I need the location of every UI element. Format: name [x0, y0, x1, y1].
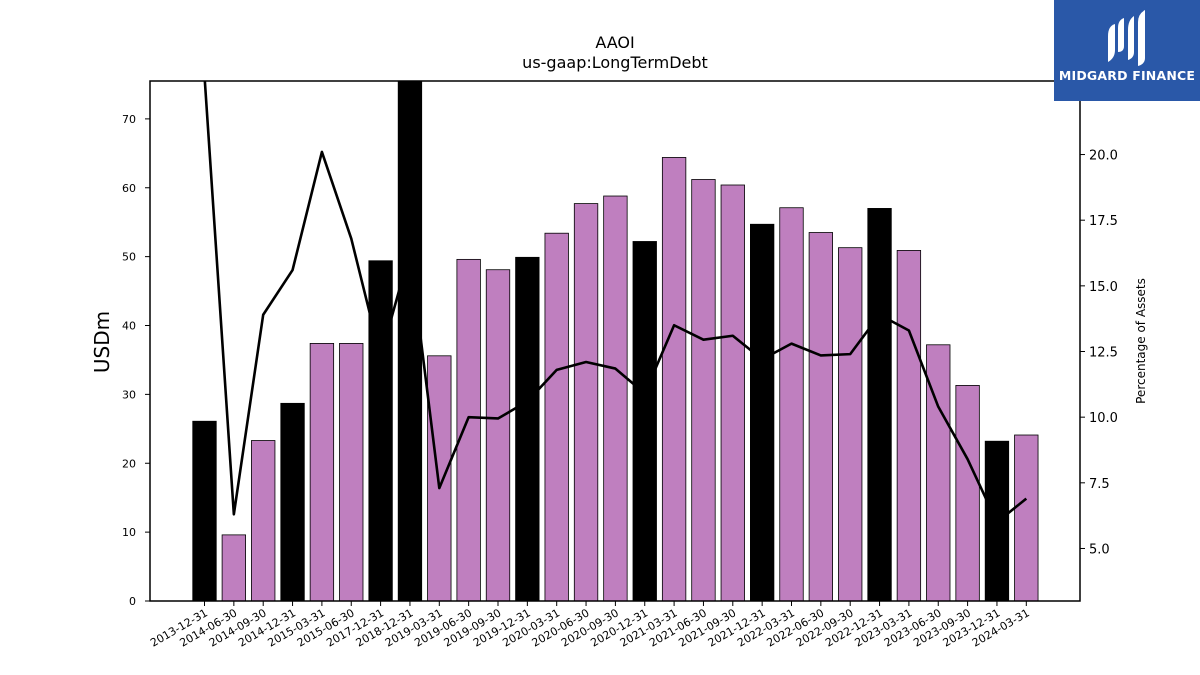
- bar-2020-06-30: [573, 203, 599, 602]
- bar-2020-03-31: [544, 232, 569, 602]
- bar-2019-12-31: [515, 256, 540, 602]
- y-tick-label: 70: [122, 113, 136, 126]
- bar-2018-12-31: [397, 80, 423, 602]
- bar-2019-06-30: [456, 258, 481, 602]
- y-tick-label: 10: [122, 526, 136, 539]
- logo-text: MIDGARD FINANCE: [1058, 68, 1196, 83]
- bar-2022-03-31: [779, 207, 804, 602]
- y2-tick-label: 15.0: [1089, 280, 1118, 295]
- midgard-logo-icon: [1108, 10, 1145, 66]
- bar-2020-12-31: [632, 241, 657, 602]
- y2-tick-label: 17.5: [1089, 214, 1118, 229]
- bar-2023-09-30: [955, 385, 980, 602]
- bar-2014-12-31: [280, 402, 305, 602]
- bar-2020-09-30: [603, 195, 628, 602]
- bar-2022-12-31: [867, 208, 892, 602]
- y-tick-label: 30: [122, 388, 136, 401]
- y2-tick-label: 10.0: [1089, 411, 1118, 426]
- bar-2021-12-31: [750, 223, 775, 602]
- bar-2024-03-31: [1014, 434, 1039, 602]
- bar-2021-09-30: [720, 184, 745, 602]
- bar-2015-03-31: [309, 343, 335, 602]
- chart-subtitle: us-gaap:LongTermDebt: [522, 53, 708, 72]
- y-tick-label: 50: [122, 251, 136, 264]
- y2-tick-label: 12.5: [1089, 346, 1118, 361]
- y2-tick-label: 7.5: [1089, 477, 1110, 492]
- y-tick-label: 0: [129, 595, 136, 608]
- y-axis-right: 5.0 7.5 10.0 12.5 15.0 17.5 20.0: [1080, 149, 1118, 557]
- bar-2014-06-30: [221, 534, 247, 602]
- bar-2022-06-30: [808, 232, 833, 602]
- chart-title: AAOI: [595, 33, 634, 52]
- bar-2022-09-30: [838, 247, 863, 602]
- bar-2017-12-31: [368, 260, 393, 602]
- bar-2014-09-30: [251, 440, 276, 602]
- bar-series: [192, 80, 1039, 602]
- midgard-finance-logo: MIDGARD FINANCE: [1054, 0, 1200, 101]
- bar-2019-09-30: [485, 269, 511, 602]
- bar-2021-03-31: [661, 157, 687, 602]
- line-series: [203, 81, 1028, 524]
- y-axis-label: USDm: [90, 311, 114, 373]
- x-axis: 2013-12-312014-06-302014-09-302014-12-31…: [148, 601, 1032, 650]
- y2-axis-label: Percentage of Assets: [1134, 278, 1148, 404]
- y-tick-label: 20: [122, 457, 136, 470]
- bar-2013-12-31: [192, 420, 217, 602]
- y2-tick-label: 5.0: [1089, 542, 1110, 557]
- bar-2021-06-30: [691, 179, 716, 602]
- bar-2015-06-30: [339, 343, 364, 602]
- y2-tick-label: 20.0: [1089, 149, 1118, 164]
- y-tick-label: 40: [122, 320, 136, 333]
- y-axis-left: 0 10 20 30 40 50 60 70: [122, 113, 150, 608]
- y-tick-label: 60: [122, 182, 136, 195]
- percentage-of-assets-line: [203, 81, 1028, 524]
- bar-2023-03-31: [896, 250, 922, 602]
